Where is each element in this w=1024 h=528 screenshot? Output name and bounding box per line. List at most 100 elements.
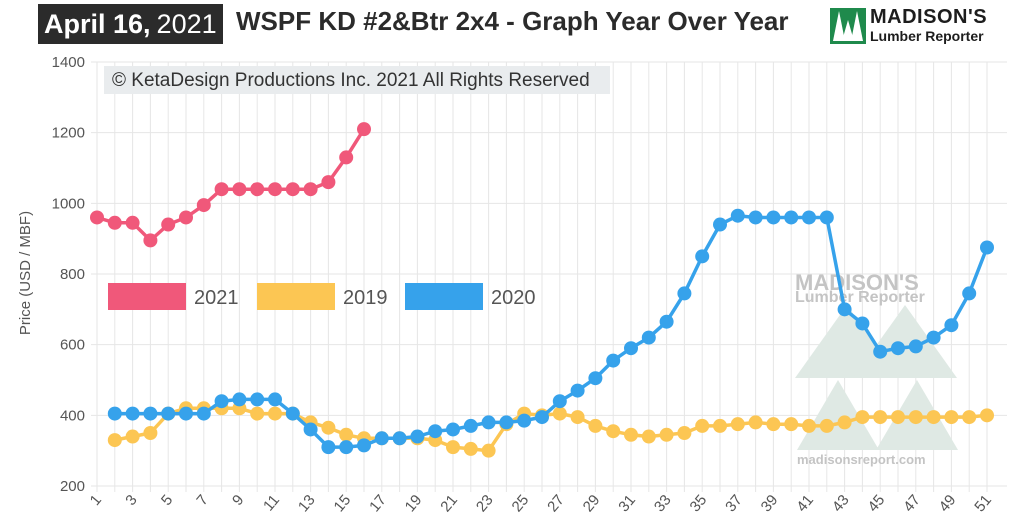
legend-item-2021: 2021 [108, 283, 239, 310]
x-tick-label: 19 [402, 492, 426, 516]
data-point [819, 418, 834, 433]
data-point [463, 418, 478, 433]
data-point [374, 431, 389, 446]
x-tick-label: 35 [687, 492, 711, 516]
data-point [125, 429, 140, 444]
data-point [90, 210, 104, 225]
y-tick-label: 600 [60, 337, 85, 354]
x-tick-label: 43 [829, 492, 853, 516]
data-point [570, 410, 585, 425]
chart-title: WSPF KD #2&Btr 2x4 - Graph Year Over Yea… [236, 6, 789, 36]
data-point [214, 182, 229, 197]
data-point [606, 353, 621, 368]
data-point [891, 341, 905, 356]
x-tick-label: 45 [865, 492, 889, 516]
data-point [819, 210, 834, 225]
data-point [446, 440, 460, 455]
data-point [499, 415, 514, 430]
data-point [392, 431, 407, 446]
data-point [748, 415, 763, 430]
data-point [428, 424, 443, 439]
data-point [107, 215, 122, 230]
data-point [802, 210, 816, 225]
data-point [196, 198, 211, 213]
legend-swatch [108, 283, 186, 310]
legend-item-2019: 2019 [257, 283, 388, 310]
data-point [695, 418, 710, 433]
data-point [125, 406, 140, 421]
data-point [232, 392, 247, 407]
x-tick-label: 49 [936, 492, 960, 516]
copyright-text: © KetaDesign Productions Inc. 2021 All R… [112, 70, 590, 91]
series-line-2021 [96, 128, 366, 243]
copyright-box: © KetaDesign Productions Inc. 2021 All R… [104, 66, 610, 94]
data-point [659, 427, 674, 442]
data-point [784, 417, 799, 432]
y-axis-label: Price (USD / MBF) [17, 211, 34, 335]
data-point [161, 217, 176, 232]
data-point [143, 426, 158, 440]
logo-title: MADISON'S [870, 6, 988, 28]
data-point [677, 286, 692, 301]
data-point [766, 417, 781, 432]
data-point [321, 440, 336, 455]
data-point [855, 410, 870, 425]
data-point [268, 406, 282, 421]
x-tick-label: 7 [193, 492, 211, 509]
data-point [926, 410, 941, 425]
x-tick-label: 41 [793, 492, 817, 516]
data-point [321, 175, 336, 190]
data-point [695, 249, 710, 264]
data-point [624, 427, 638, 442]
data-point [250, 182, 265, 197]
series-lines [90, 122, 994, 458]
data-point [837, 415, 852, 430]
watermark-title: MADISON'S [795, 270, 919, 295]
legend-swatch [257, 283, 335, 310]
data-point [873, 344, 888, 359]
data-point [944, 318, 959, 333]
data-point [321, 420, 336, 435]
date-badge: April 16, 2021 [38, 4, 223, 44]
data-point [250, 406, 265, 421]
data-point [143, 233, 158, 248]
data-point [624, 341, 638, 356]
y-tick-label: 1400 [52, 54, 85, 71]
watermark-logo: MADISON'S Lumber Reporter madisonsreport… [795, 270, 958, 467]
data-point [606, 424, 621, 439]
x-tick-label: 27 [544, 492, 568, 516]
data-point [552, 406, 567, 421]
data-point [339, 150, 354, 165]
data-point [268, 392, 282, 407]
data-point [481, 443, 496, 458]
data-point [570, 383, 585, 398]
data-point [535, 410, 549, 425]
data-point [481, 415, 496, 430]
watermark-subtitle: Lumber Reporter [795, 289, 925, 306]
x-tick-label: 21 [437, 492, 461, 516]
series-2020 [107, 208, 994, 455]
y-tick-label: 400 [60, 407, 85, 424]
watermark-url: madisonsreport.com [797, 452, 926, 467]
date-year: 2021 [156, 8, 217, 39]
x-tick-label: 9 [229, 492, 247, 509]
data-point [588, 371, 603, 386]
legend-label: 2021 [194, 287, 239, 309]
y-tick-label: 800 [60, 266, 85, 283]
data-point [107, 406, 122, 421]
data-point [107, 433, 122, 448]
legend: 2021 2019 2020 [108, 283, 536, 310]
data-point [285, 406, 300, 421]
y-tick-label: 1000 [52, 195, 85, 212]
x-tick-label: 1 [87, 492, 105, 509]
x-tick-label: 23 [473, 492, 497, 516]
legend-item-2020: 2020 [405, 283, 536, 310]
x-tick-label: 5 [158, 492, 176, 509]
data-point [339, 440, 354, 455]
x-tick-label: 37 [722, 492, 746, 516]
data-point [873, 410, 888, 425]
x-tick-label: 13 [295, 492, 319, 516]
x-tick-label: 39 [758, 492, 782, 516]
data-point [161, 406, 176, 421]
